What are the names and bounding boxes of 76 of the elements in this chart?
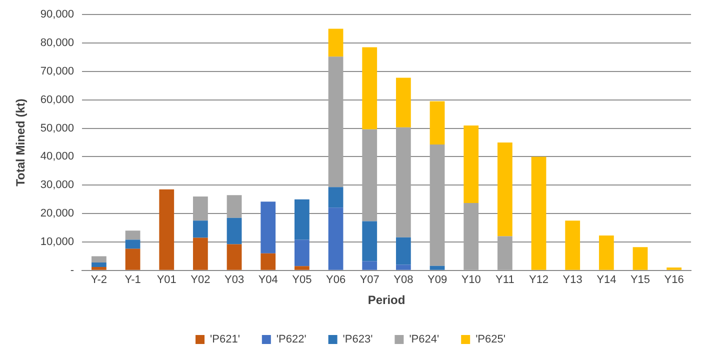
bar (294, 266, 310, 270)
bar (396, 264, 411, 270)
bar (125, 248, 140, 270)
bar (464, 125, 479, 204)
bar (193, 238, 208, 270)
y-tick-label: 20,000 (40, 208, 74, 220)
bar (362, 221, 378, 262)
x-tick-label: Y-1 (124, 274, 141, 286)
bar (464, 203, 479, 270)
x-tick-label: Y02 (190, 274, 210, 286)
legend-label: 'P621' (210, 334, 240, 346)
y-tick-label: 80,000 (40, 37, 74, 50)
bar (362, 129, 378, 222)
bar (497, 236, 512, 270)
bar (362, 261, 378, 270)
y-tick-label: - (70, 264, 74, 276)
x-tick-label: Y04 (258, 274, 278, 286)
bar (328, 187, 344, 208)
bar (193, 196, 208, 221)
bar (362, 47, 378, 130)
y-tick-label: 30,000 (40, 179, 74, 192)
bar (396, 127, 411, 238)
bar (125, 240, 140, 249)
x-tick-label: Y06 (326, 274, 346, 286)
bar (328, 28, 344, 57)
bar (260, 202, 276, 254)
x-tick-label: Y13 (562, 274, 582, 286)
bar (294, 240, 310, 266)
bar (125, 230, 140, 240)
y-tick-label: 60,000 (40, 94, 74, 106)
legend-label: 'P624' (409, 334, 440, 346)
bar (632, 247, 648, 270)
legend-label: 'P623' (342, 334, 373, 346)
bar (396, 78, 411, 128)
bar (159, 189, 174, 270)
x-tick-label: Y11 (496, 274, 514, 286)
bar (226, 244, 242, 270)
bar (328, 208, 344, 270)
bar (193, 220, 208, 238)
bar (226, 195, 242, 218)
y-tick-label: 50,000 (40, 122, 74, 134)
x-tick-label: Y10 (461, 274, 481, 286)
x-tick-label: Y14 (596, 274, 616, 286)
bar (92, 266, 106, 270)
x-tick-label: Y12 (528, 274, 549, 286)
y-tick-label: 90,000 (40, 8, 74, 21)
legend-label: 'P625' (476, 334, 506, 346)
bar (565, 220, 580, 270)
y-tick-label: 40,000 (40, 150, 74, 163)
bar (396, 237, 411, 265)
x-axis-title: Period (368, 293, 406, 308)
x-tick-label: Y01 (156, 274, 176, 286)
legend-label: 'P622' (276, 334, 306, 346)
x-tick-label: Y16 (664, 274, 684, 286)
x-tick-label: Y08 (394, 274, 414, 286)
x-tick-label: Y-2 (90, 274, 108, 286)
bar (497, 142, 512, 236)
x-tick-label: Y15 (630, 274, 650, 286)
y-tick-label: 10,000 (40, 236, 74, 248)
bar (598, 235, 614, 270)
bar (294, 199, 310, 240)
x-tick-label: Y05 (292, 274, 312, 286)
x-tick-label: Y03 (224, 274, 244, 286)
bar (328, 56, 344, 188)
bar (430, 144, 445, 266)
bar (226, 218, 242, 244)
bar (430, 266, 445, 270)
bar (260, 253, 276, 270)
bar (92, 256, 106, 262)
bar (531, 156, 546, 270)
bar (92, 262, 106, 267)
bar (430, 101, 445, 144)
y-tick-label: 70,000 (40, 65, 74, 78)
x-tick-label: Y07 (360, 274, 380, 286)
x-tick-label: Y09 (427, 274, 448, 286)
y-axis-title: Total Mined (kt) (14, 98, 28, 186)
